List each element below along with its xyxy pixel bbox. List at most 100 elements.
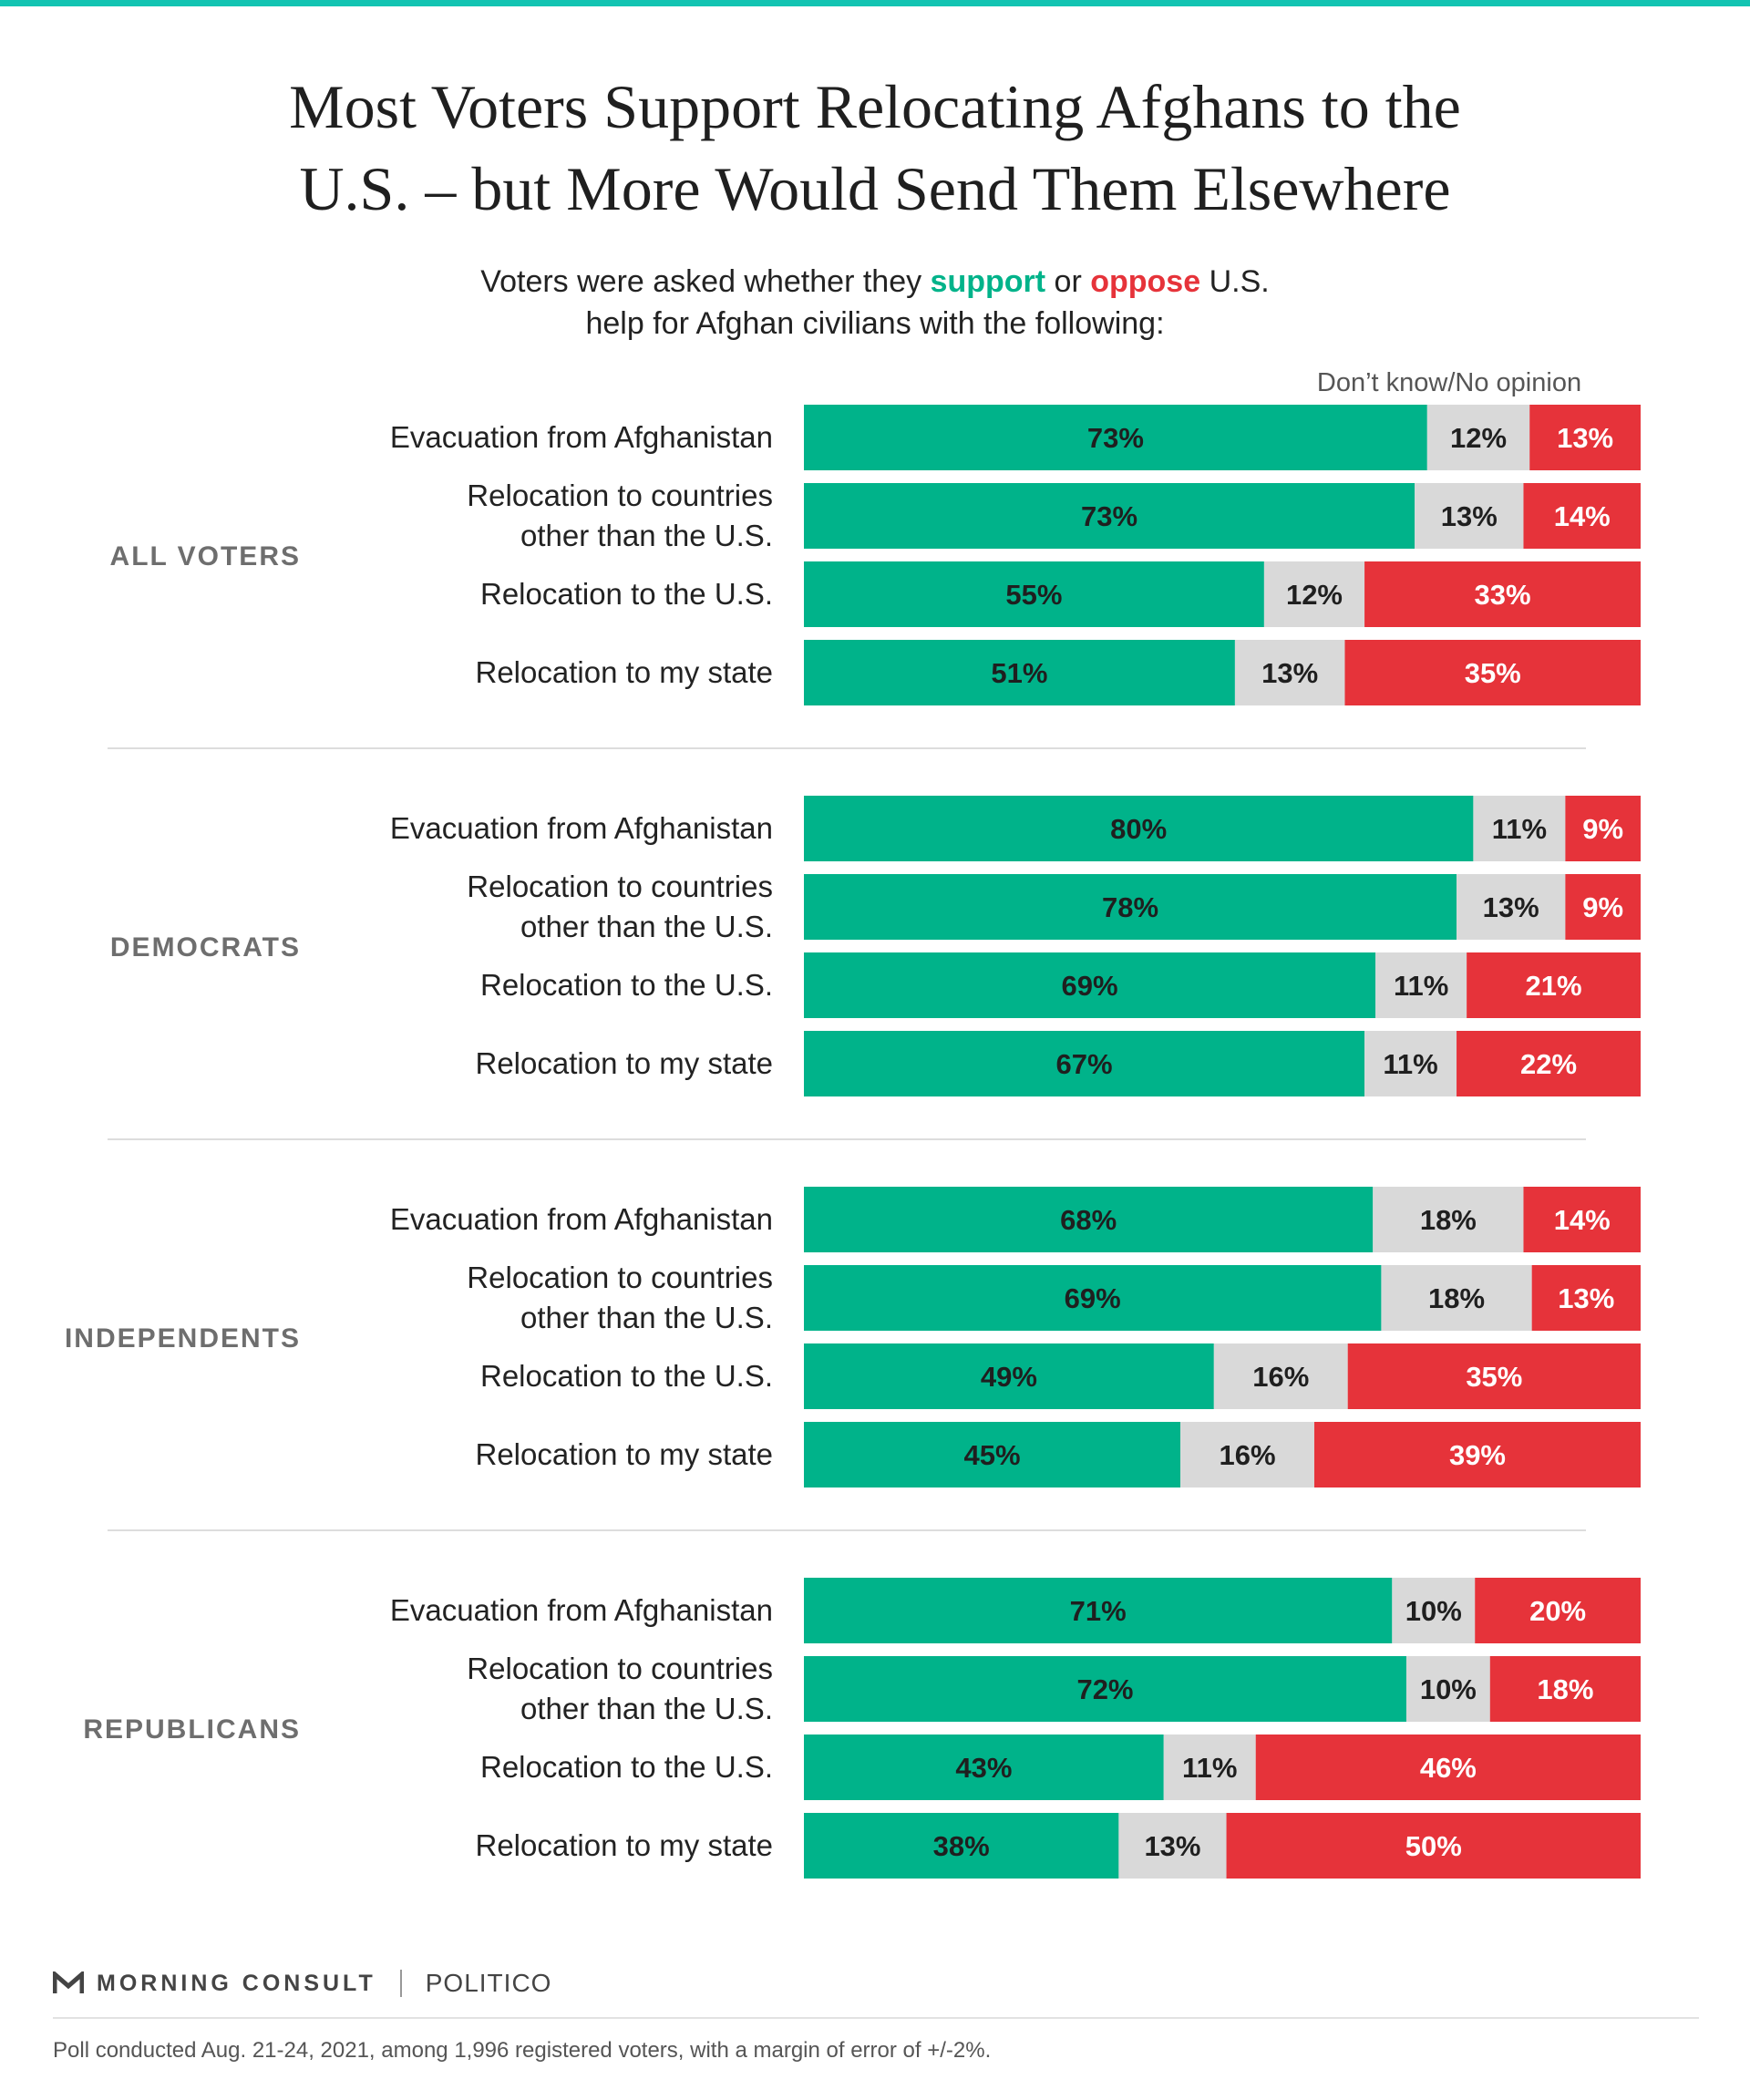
row-label: other than the U.S. [520,910,773,943]
data-label-dont-know: 11% [1394,970,1448,1002]
data-label-support: 67% [1056,1048,1113,1080]
bar-segment-dont-know [1426,405,1530,470]
row-label: other than the U.S. [520,519,773,552]
bar-segment-support [804,405,1427,470]
data-label-oppose: 50% [1405,1830,1462,1862]
data-label-oppose: 13% [1558,1282,1614,1314]
data-label-dont-know: 10% [1405,1595,1462,1627]
data-label-dont-know: 18% [1420,1204,1477,1236]
bar-segment-oppose [1565,796,1641,861]
row-label: Relocation to countries [467,1261,773,1294]
row-label: Relocation to countries [467,1652,773,1685]
data-label-dont-know: 13% [1441,500,1498,532]
morning-consult-wordmark: MORNING CONSULT [97,1970,376,1996]
row-label: other than the U.S. [520,1301,773,1334]
row-label: Relocation to the U.S. [480,577,773,611]
data-label-dont-know: 13% [1483,891,1539,923]
row-label: Relocation to the U.S. [480,968,773,1002]
row-label: Evacuation from Afghanistan [390,1593,773,1627]
data-label-oppose: 9% [1582,813,1623,845]
data-label-oppose: 46% [1420,1752,1477,1784]
bar-segment-oppose [1523,1187,1641,1252]
data-label-dont-know: 13% [1144,1830,1200,1862]
bar-segment-support [804,1813,1119,1879]
bar-segment-dont-know [1364,1031,1457,1096]
data-label-support: 73% [1081,500,1138,532]
methodology-note: Poll conducted Aug. 21-24, 2021, among 1… [53,2038,992,2063]
bar-segment-dont-know [1473,796,1566,861]
row-label: Evacuation from Afghanistan [390,420,773,454]
data-label-dont-know: 13% [1261,657,1318,689]
bar-segment-oppose [1489,1656,1641,1722]
subtitle-line1: Voters were asked whether they support o… [0,261,1750,303]
data-label-oppose: 18% [1537,1673,1593,1705]
data-label-oppose: 21% [1526,970,1582,1002]
group-label-all-voters: ALL VOTERS [110,541,301,571]
footer-logos: MORNING CONSULT POLITICO [53,1965,551,2002]
subtitle-oppose-word: oppose [1090,264,1201,299]
subtitle-or: or [1045,264,1091,299]
bar-segment-support [804,1578,1393,1643]
data-label-support: 49% [981,1361,1037,1393]
data-label-oppose: 14% [1554,1204,1611,1236]
data-label-support: 45% [964,1439,1021,1471]
subtitle-pre: Voters were asked whether they [480,264,931,299]
bar-segment-support [804,952,1376,1018]
bar-segment-oppose [1467,952,1641,1018]
bar-segment-oppose [1531,1265,1641,1331]
bar-segment-dont-know [1381,1265,1532,1331]
footer-divider [53,2017,1699,2019]
row-label: Relocation to my state [476,655,774,689]
bar-segment-dont-know [1405,1656,1490,1722]
footer-separator [399,1970,402,1997]
data-label-support: 38% [933,1830,990,1862]
bar-segment-support [804,874,1457,940]
data-label-oppose: 14% [1554,500,1611,532]
data-label-support: 68% [1060,1204,1117,1236]
data-label-support: 80% [1110,813,1167,845]
data-label-support: 51% [991,657,1047,689]
top-accent-rule [0,0,1750,6]
row-label: Relocation to countries [467,870,773,903]
bar-segment-oppose [1457,1031,1641,1096]
data-label-support: 71% [1070,1595,1127,1627]
data-label-oppose: 35% [1465,657,1521,689]
data-label-oppose: 33% [1475,579,1531,611]
chart-title: Most Voters Support Relocating Afghans t… [0,66,1750,230]
stacked-bar-chart: ALL VOTERS Evacuation from Afghanistan 73%… [65,405,1641,1879]
row-label: Relocation to my state [476,1437,774,1471]
data-label-dont-know: 12% [1286,579,1343,611]
bar-segment-dont-know [1213,1343,1348,1409]
bar-segment-oppose [1565,874,1641,940]
row-label: Relocation to the U.S. [480,1359,773,1393]
subtitle-line2: help for Afghan civilians with the follo… [585,306,1165,341]
dont-know-column-label: Don’t know/No opinion [1316,368,1582,397]
row-label: Relocation to my state [476,1828,774,1862]
data-label-dont-know: 11% [1383,1048,1437,1080]
subtitle-support-word: support [930,264,1046,299]
bar-segment-dont-know [1392,1578,1476,1643]
data-label-support: 69% [1065,1282,1121,1314]
data-label-oppose: 35% [1466,1361,1522,1393]
morning-consult-logo-icon [53,1971,84,1993]
data-label-dont-know: 11% [1492,813,1547,845]
row-label: Relocation to countries [467,479,773,512]
bar-segment-dont-know [1373,1187,1524,1252]
data-label-support: 72% [1076,1673,1133,1705]
bar-segment-dont-know [1457,874,1566,940]
bar-segment-support [804,1422,1181,1488]
row-label: Evacuation from Afghanistan [390,1202,773,1236]
bar-segment-support [804,1343,1214,1409]
data-label-dont-know: 18% [1428,1282,1485,1314]
bar-segment-dont-know [1263,561,1365,627]
bar-segment-oppose [1364,561,1641,627]
chart-title-line2: U.S. – but More Would Send Them Elsewher… [299,154,1451,223]
bar-segment-oppose [1344,640,1641,705]
data-label-oppose: 22% [1520,1048,1577,1080]
bar-segment-support [804,1187,1374,1252]
bar-segment-support [804,1735,1164,1800]
bar-segment-support [804,483,1415,549]
data-label-support: 55% [1005,579,1062,611]
data-label-support: 73% [1087,422,1144,454]
bar-segment-oppose [1255,1735,1641,1800]
